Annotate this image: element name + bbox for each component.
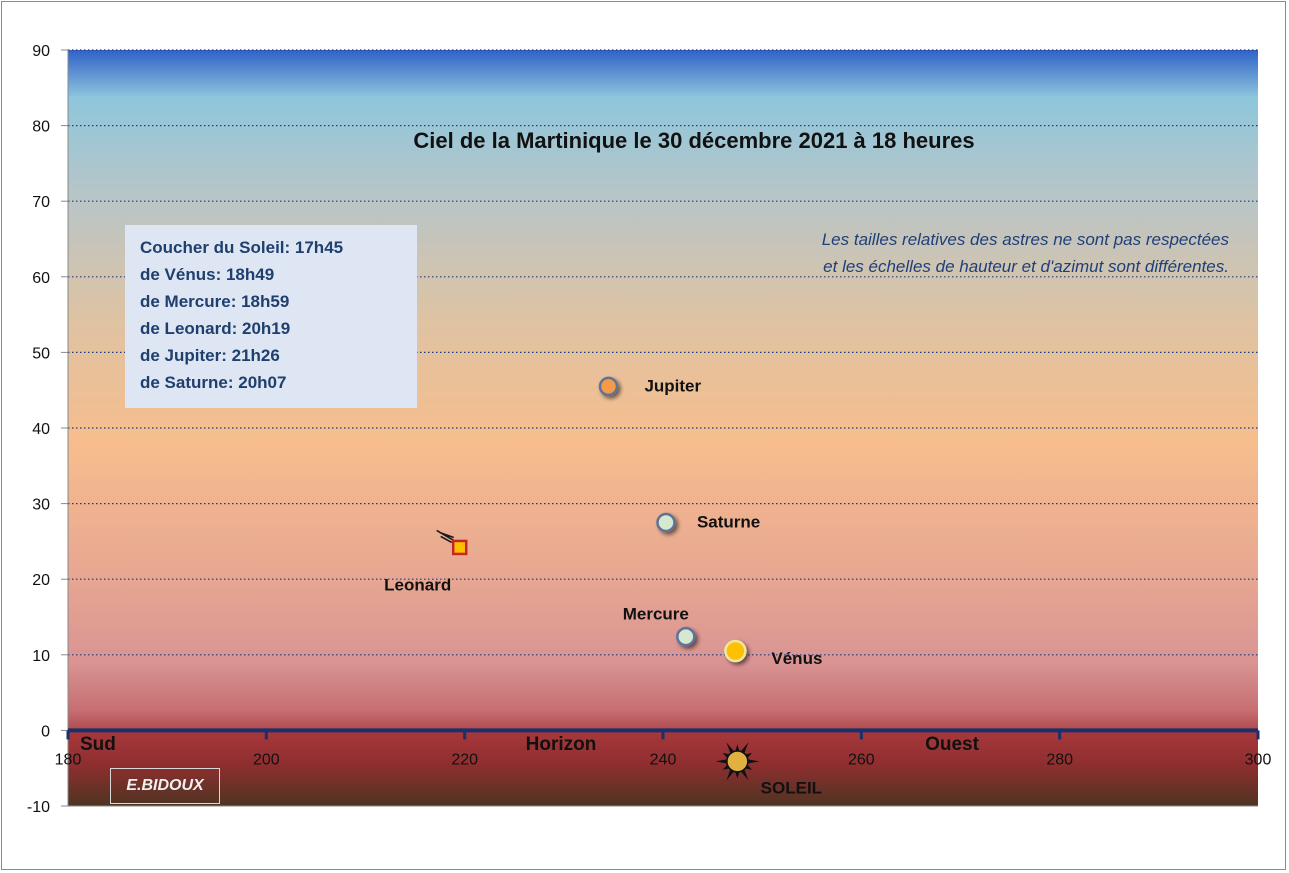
point-saturne: [656, 512, 676, 533]
comet-tail-leonard: [436, 529, 455, 544]
x-tick-label-240: 240: [650, 751, 677, 768]
note-line-2: et les échelles de hauteur et d'azimut s…: [823, 257, 1229, 276]
y-tick-label-40: 40: [32, 421, 50, 438]
label-venus: Vénus: [771, 649, 822, 668]
point-leonard: [451, 539, 468, 556]
note-line-1: Les tailles relatives des astres ne sont…: [822, 230, 1230, 249]
y-tick-label--10: -10: [27, 799, 50, 816]
label-jupiter: Jupiter: [644, 376, 701, 395]
set-time-jupiter: de Jupiter: 21h26: [140, 346, 280, 365]
x-tick-label-260: 260: [848, 751, 875, 768]
author-credit: E.BIDOUX: [110, 768, 220, 804]
x-tick-label-220: 220: [451, 751, 478, 768]
horizon-label-center: Horizon: [526, 734, 597, 755]
point-jupiter: [598, 376, 619, 397]
y-tick-label-60: 60: [32, 270, 50, 287]
y-tick-label-0: 0: [41, 723, 50, 740]
y-tick-label-30: 30: [32, 497, 50, 514]
chart-title: Ciel de la Martinique le 30 décembre 202…: [413, 128, 974, 153]
horizon-label-west: Ouest: [925, 734, 980, 755]
y-tick-label-70: 70: [32, 194, 50, 211]
horizon-label-south: Sud: [80, 734, 116, 755]
label-saturne: Saturne: [697, 513, 760, 532]
x-tick-label-180: 180: [55, 751, 82, 768]
set-time-leonard: de Leonard: 20h19: [140, 319, 291, 338]
sun-rays: [715, 742, 760, 781]
y-tick-label-20: 20: [32, 572, 50, 589]
y-tick-label-10: 10: [32, 648, 50, 665]
label-leonard: Leonard: [384, 575, 451, 594]
x-tick-label-280: 280: [1046, 751, 1073, 768]
set-time-saturn: de Saturne: 20h07: [140, 373, 287, 392]
set-times-box: Coucher du Soleil: 17h45 de Vénus: 18h49…: [125, 225, 417, 408]
x-tick-label-300: 300: [1245, 751, 1272, 768]
point-soleil: [726, 750, 749, 773]
y-tick-label-80: 80: [32, 119, 50, 136]
point-mercure: [676, 626, 696, 647]
label-mercure: Mercure: [623, 605, 689, 624]
set-time-sun: Coucher du Soleil: 17h45: [140, 238, 344, 257]
set-time-venus: de Vénus: 18h49: [140, 265, 275, 284]
x-tick-label-200: 200: [253, 751, 280, 768]
ground-area: [68, 730, 1258, 806]
set-time-mercury: de Mercure: 18h59: [140, 292, 290, 311]
point-venus: [724, 639, 747, 663]
label-soleil: SOLEIL: [761, 778, 822, 797]
y-tick-label-90: 90: [32, 43, 50, 60]
y-tick-label-50: 50: [32, 345, 50, 362]
